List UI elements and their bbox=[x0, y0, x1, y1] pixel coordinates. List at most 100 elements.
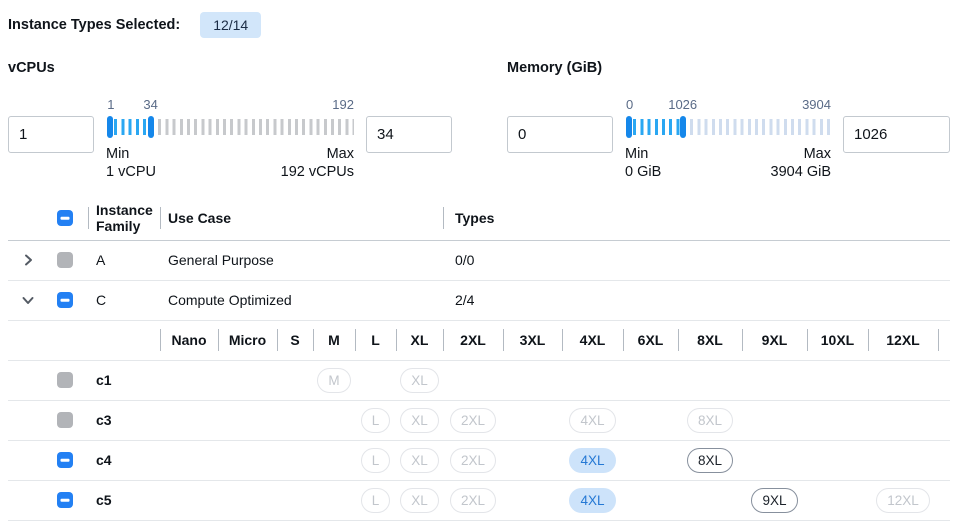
memory-inactive-ticks bbox=[682, 119, 831, 135]
size-badge-m: M bbox=[317, 367, 351, 393]
memory-scale-labels: 0 1026 3904 bbox=[625, 97, 831, 116]
family-name: C bbox=[96, 292, 107, 309]
memory-scale-current: 1026 bbox=[668, 97, 698, 112]
memory-slider-track[interactable] bbox=[625, 116, 831, 138]
c5-checkbox[interactable] bbox=[57, 492, 73, 509]
size-badge-4xl: 4XL bbox=[569, 407, 616, 433]
size-columns-header: Nano Micro S M L XL 2XL 3XL 4XL 6XL 8XL … bbox=[8, 321, 950, 361]
size-badge-l: L bbox=[360, 407, 391, 433]
memory-scale-max: 3904 bbox=[802, 97, 831, 112]
instance-row-c4: c4 L XL 2XL 4XL 8XL bbox=[8, 441, 950, 481]
size-badge-xl: XL bbox=[400, 447, 439, 473]
memory-title: Memory (GiB) bbox=[507, 60, 603, 76]
header-instance-family: Instance Family bbox=[88, 197, 160, 240]
vcpus-slider-track[interactable] bbox=[106, 116, 354, 138]
size-badge-8xl: 8XL bbox=[686, 407, 734, 433]
vcpus-active-ticks bbox=[107, 119, 151, 135]
size-badge-9xl[interactable]: 9XL bbox=[751, 487, 798, 513]
memory-active-ticks bbox=[626, 119, 683, 135]
size-col-s: S bbox=[277, 321, 313, 360]
table-header-row: Instance Family Use Case Types bbox=[8, 197, 950, 241]
vcpus-slider-handle-max[interactable] bbox=[147, 116, 154, 138]
memory-slider: 0 1026 3904 Min 0 GiB bbox=[625, 97, 831, 182]
size-col-4xl: 4XL bbox=[562, 321, 623, 360]
vcpus-scale-max: 192 bbox=[332, 97, 354, 112]
size-col-8xl: 8XL bbox=[678, 321, 742, 360]
vcpus-scale-labels: 1 34 192 bbox=[106, 97, 354, 116]
memory-max-detail: 3904 GiB bbox=[770, 164, 831, 181]
family-types-count: 0/0 bbox=[455, 252, 475, 269]
size-badge-2xl: 2XL bbox=[449, 447, 497, 473]
vcpus-min-input[interactable] bbox=[8, 116, 94, 153]
size-badge-8xl[interactable]: 8XL bbox=[686, 447, 734, 473]
size-badge-4xl-selected[interactable]: 4XL bbox=[569, 487, 616, 513]
memory-min-detail: 0 GiB bbox=[625, 164, 662, 181]
family-types-count: 2/4 bbox=[455, 292, 475, 309]
memory-min-input[interactable] bbox=[507, 116, 613, 153]
memory-slider-handle-max[interactable] bbox=[679, 116, 686, 138]
instance-row-c3: c3 L XL 2XL 4XL 8XL bbox=[8, 401, 950, 441]
vcpus-max-detail: 192 vCPUs bbox=[280, 164, 354, 181]
size-col-9xl: 9XL bbox=[742, 321, 807, 360]
vcpus-min-detail: 1 vCPU bbox=[106, 164, 156, 181]
size-badge-12xl: 12XL bbox=[876, 487, 930, 513]
instance-name: c1 bbox=[96, 372, 112, 389]
size-badge-xl: XL bbox=[400, 487, 439, 513]
size-col-10xl: 10XL bbox=[807, 321, 868, 360]
size-col-tail-divider bbox=[938, 321, 950, 360]
size-col-6xl: 6XL bbox=[623, 321, 678, 360]
selection-count-badge: 12/14 bbox=[200, 12, 262, 38]
size-col-l: L bbox=[355, 321, 396, 360]
vcpus-filter: vCPUs 1 34 192 bbox=[8, 60, 452, 182]
c4-checkbox[interactable] bbox=[57, 452, 73, 469]
c3-checkbox bbox=[57, 412, 73, 429]
filters-section: vCPUs 1 34 192 bbox=[8, 60, 950, 182]
family-c-checkbox[interactable] bbox=[57, 292, 73, 309]
memory-max-label: Max bbox=[803, 146, 831, 162]
size-badge-2xl: 2XL bbox=[449, 407, 497, 433]
instance-name: c3 bbox=[96, 412, 112, 429]
instance-family-table: Instance Family Use Case Types A General… bbox=[8, 197, 950, 521]
size-col-12xl: 12XL bbox=[868, 321, 938, 360]
expand-chevron-right-icon[interactable] bbox=[16, 248, 40, 272]
size-col-xl: XL bbox=[396, 321, 443, 360]
memory-slider-handle-min[interactable] bbox=[626, 116, 633, 138]
size-col-3xl: 3XL bbox=[503, 321, 562, 360]
family-a-checkbox bbox=[57, 252, 73, 269]
size-badge-l: L bbox=[360, 487, 391, 513]
vcpus-slider-handle-min[interactable] bbox=[107, 116, 114, 138]
vcpus-inactive-ticks bbox=[150, 119, 354, 135]
instance-row-c5: c5 L XL 2XL 4XL 9XL 12XL bbox=[8, 481, 950, 521]
memory-max-input[interactable] bbox=[843, 116, 950, 153]
select-all-checkbox[interactable] bbox=[57, 210, 73, 227]
family-use-case: General Purpose bbox=[168, 252, 274, 269]
family-row-c: C Compute Optimized 2/4 bbox=[8, 281, 950, 321]
instance-row-c1: c1 M XL bbox=[8, 361, 950, 401]
instance-name: c4 bbox=[96, 452, 112, 469]
size-col-m: M bbox=[313, 321, 355, 360]
size-badge-xl: XL bbox=[400, 367, 439, 393]
vcpus-max-label: Max bbox=[326, 146, 354, 162]
memory-scale-min: 0 bbox=[626, 97, 634, 112]
size-badge-4xl-selected[interactable]: 4XL bbox=[569, 447, 616, 473]
size-badge-2xl: 2XL bbox=[449, 487, 497, 513]
vcpus-max-input[interactable] bbox=[366, 116, 452, 153]
header-use-case: Use Case bbox=[160, 197, 443, 240]
c1-checkbox bbox=[57, 372, 73, 389]
header-checkbox-cell bbox=[48, 197, 88, 240]
selection-label: Instance Types Selected: bbox=[8, 17, 181, 33]
family-use-case: Compute Optimized bbox=[168, 292, 292, 309]
collapse-chevron-down-icon[interactable] bbox=[16, 288, 40, 312]
vcpus-title: vCPUs bbox=[8, 60, 55, 76]
instance-name: c5 bbox=[96, 492, 112, 509]
header-expand-cell bbox=[8, 197, 48, 240]
vcpus-scale-min: 1 bbox=[107, 97, 115, 112]
family-name: A bbox=[96, 252, 106, 269]
vcpus-captions: Min 1 vCPU Max 192 vCPUs bbox=[106, 145, 354, 182]
size-col-micro: Micro bbox=[218, 321, 277, 360]
size-col-nano: Nano bbox=[160, 321, 218, 360]
header-types: Types bbox=[443, 197, 950, 240]
family-row-a: A General Purpose 0/0 bbox=[8, 241, 950, 281]
size-badge-xl: XL bbox=[400, 407, 439, 433]
